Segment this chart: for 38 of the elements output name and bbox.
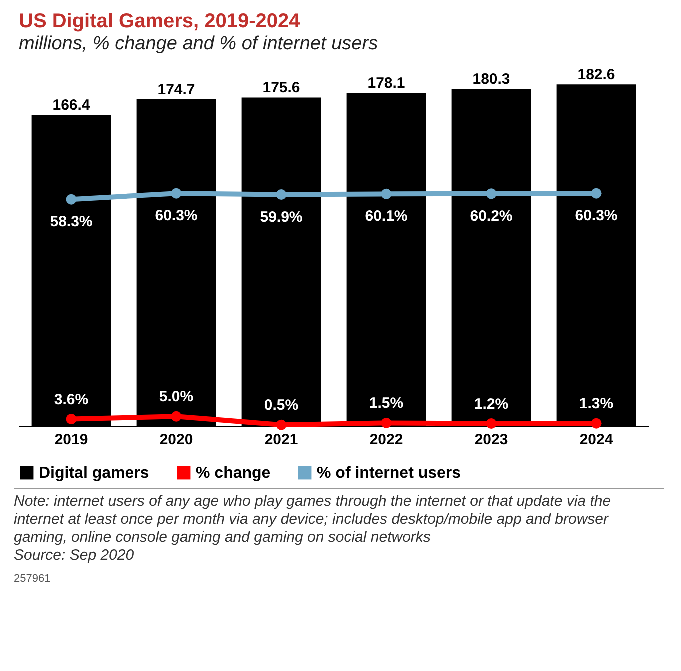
data-label: 58.3%	[50, 214, 93, 231]
data-label: 182.6	[578, 66, 616, 84]
data-label: 166.4	[52, 96, 91, 114]
x-tick-label: 2021	[264, 432, 298, 448]
x-tick-label: 2020	[160, 432, 194, 448]
data-label: 0.5%	[264, 397, 299, 414]
data-label: 5.0%	[159, 388, 194, 406]
data-label: 180.3	[472, 70, 510, 88]
text: 257961	[14, 573, 52, 585]
x-tick-label: 2019	[54, 432, 88, 448]
point	[66, 414, 77, 425]
data-label: 1.2%	[474, 396, 509, 413]
data-label: 60.1%	[365, 208, 408, 226]
point	[486, 418, 497, 429]
data-label: 178.1	[368, 75, 406, 92]
legend-label: % of internet users	[317, 465, 462, 482]
legend-label: Digital gamers	[39, 465, 150, 482]
data-label: 60.3%	[575, 208, 618, 225]
data-label: 175.6	[262, 80, 300, 97]
chart-subtitle: millions, % change and % of internet users	[19, 34, 379, 55]
point	[381, 418, 392, 428]
x-tick-label: 2024	[580, 432, 614, 448]
data-label: 174.7	[158, 81, 196, 98]
data-label: 59.9%	[260, 208, 303, 226]
text: Note: internet users of any age who play games through the internet or that update via the internet at least once per month via any device; includes desktop/mobile app and browser gaming, online console gaming and gaming on social networks	[14, 493, 612, 547]
chart-title: US Digital Gamers, 2019-2024	[19, 10, 302, 33]
point	[591, 418, 602, 429]
point	[276, 420, 287, 430]
x-tick-label: 2023	[474, 432, 508, 448]
data-label: 1.5%	[369, 395, 404, 412]
data-label: 1.3%	[579, 396, 614, 413]
data-label: 60.2%	[470, 208, 513, 225]
source-note: Source: Sep 2020	[14, 547, 136, 565]
data-label: 3.6%	[54, 391, 89, 408]
data-label: 60.3%	[155, 208, 198, 225]
legend-label: % change	[196, 465, 271, 482]
x-tick-label: 2022	[370, 432, 404, 448]
point	[171, 411, 182, 422]
